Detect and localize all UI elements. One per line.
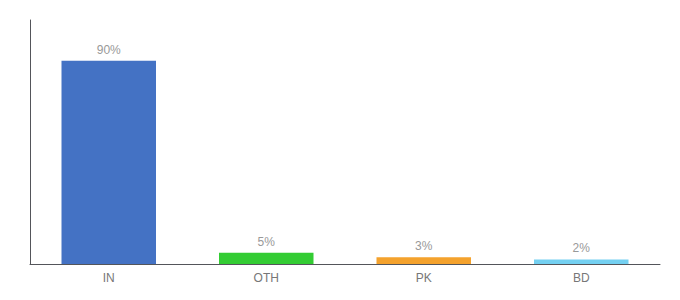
svg-text:IN: IN <box>103 271 115 285</box>
svg-text:PK: PK <box>416 271 432 285</box>
svg-text:90%: 90% <box>97 43 121 57</box>
svg-text:BD: BD <box>573 271 590 285</box>
svg-text:3%: 3% <box>415 239 433 253</box>
svg-text:5%: 5% <box>258 235 276 249</box>
svg-text:2%: 2% <box>573 241 591 255</box>
svg-text:OTH: OTH <box>254 271 279 285</box>
